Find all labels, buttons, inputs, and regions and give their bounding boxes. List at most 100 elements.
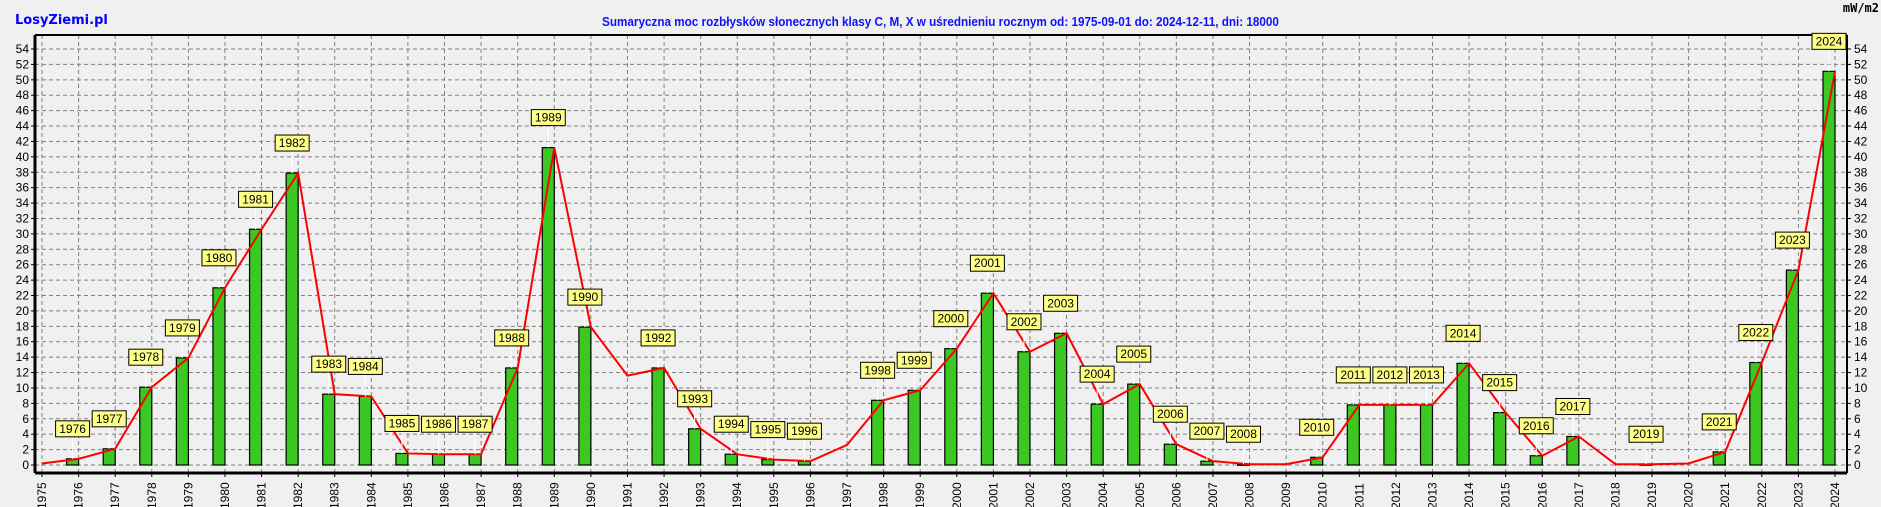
x-tick-label: 2008 <box>1243 482 1257 507</box>
x-tick-label: 1997 <box>840 482 854 507</box>
bar-label-box <box>1299 418 1335 436</box>
bar-label-box <box>1811 32 1847 50</box>
bar-label: 2017 <box>1560 399 1587 413</box>
y-tick-label-left: 42 <box>16 134 30 148</box>
x-tick-label: 1978 <box>145 482 159 507</box>
bar-label: 1994 <box>718 417 745 431</box>
bar-label: 1990 <box>572 290 599 304</box>
bar-label: 2013 <box>1413 368 1440 382</box>
bar-label: 2004 <box>1084 367 1111 381</box>
x-tick-label: 1990 <box>584 482 598 507</box>
bar-label-box <box>1043 294 1079 312</box>
bar-label: 1978 <box>132 350 159 364</box>
bar-label: 2007 <box>1194 424 1221 438</box>
x-tick-label: 1996 <box>803 482 817 507</box>
y-tick-label-right: 8 <box>1854 396 1861 410</box>
bar-label-box <box>128 348 164 366</box>
x-tick-label: 2019 <box>1645 482 1659 507</box>
bar-label-box <box>55 420 91 438</box>
y-tick-label-right: 22 <box>1854 289 1868 303</box>
bar <box>395 452 409 466</box>
bar-label-box <box>1482 374 1518 392</box>
bar <box>175 357 189 466</box>
bar <box>285 172 299 466</box>
bar-label: 2015 <box>1486 376 1513 390</box>
bar-label-box <box>1189 422 1225 440</box>
x-tick-label: 2016 <box>1535 482 1549 507</box>
bar-label-box <box>1445 324 1481 342</box>
y-tick-label-left: 40 <box>16 150 30 164</box>
y-tick-label-right: 12 <box>1854 366 1868 380</box>
y-tick-label-left: 28 <box>16 242 30 256</box>
y-tick-label-left: 12 <box>16 366 30 380</box>
bar <box>212 287 226 466</box>
x-tick-label: 1992 <box>657 482 671 507</box>
bar <box>1493 412 1507 466</box>
bar-label-box <box>860 361 896 379</box>
y-tick-label-right: 42 <box>1854 134 1868 148</box>
bar <box>1017 351 1031 466</box>
y-tick-label-right: 26 <box>1854 258 1868 272</box>
x-tick-label: 2005 <box>1133 482 1147 507</box>
x-tick-label: 1982 <box>291 482 305 507</box>
y-tick-label-right: 10 <box>1854 381 1868 395</box>
x-tick-label: 2003 <box>1060 482 1074 507</box>
bar-label-box <box>713 415 749 433</box>
y-tick-label-left: 6 <box>22 412 29 426</box>
y-tick-label-right: 6 <box>1854 412 1861 426</box>
x-tick-label: 1999 <box>913 482 927 507</box>
x-tick-label: 1994 <box>730 482 744 507</box>
bar <box>724 453 738 466</box>
x-tick-label: 2015 <box>1499 482 1513 507</box>
bar <box>1200 460 1214 466</box>
bar <box>907 389 921 466</box>
y-tick-label-right: 18 <box>1854 319 1868 333</box>
y-tick-label-left: 16 <box>16 335 30 349</box>
y-tick-label-left: 24 <box>16 273 30 287</box>
bar-label: 2002 <box>1011 315 1038 329</box>
bar <box>871 399 885 466</box>
bar <box>980 292 994 466</box>
bar-label: 1992 <box>645 331 672 345</box>
x-tick-label: 2021 <box>1718 482 1732 507</box>
x-tick-label: 1987 <box>474 482 488 507</box>
x-tick-label: 1985 <box>401 482 415 507</box>
bar-label: 1987 <box>462 417 489 431</box>
bar-label: 1981 <box>242 192 269 206</box>
bar-label: 2000 <box>937 312 964 326</box>
x-tick-label: 1993 <box>694 482 708 507</box>
bar-label: 2021 <box>1706 415 1733 429</box>
y-tick-label-right: 38 <box>1854 165 1868 179</box>
x-tick-label: 2009 <box>1279 482 1293 507</box>
x-tick-label: 1983 <box>328 482 342 507</box>
bar-label-box <box>421 415 457 433</box>
bar-label: 2008 <box>1230 427 1257 441</box>
y-tick-label-right: 32 <box>1854 211 1868 225</box>
y-tick-label-left: 32 <box>16 211 30 225</box>
bar-label: 1988 <box>498 331 525 345</box>
x-tick-label: 2012 <box>1389 482 1403 507</box>
bar-label: 1984 <box>352 359 379 373</box>
bar-label-box <box>530 109 566 127</box>
y-tick-label-right: 14 <box>1854 350 1868 364</box>
bar-label-box <box>347 357 383 375</box>
x-tick-label: 2022 <box>1755 482 1769 507</box>
bar-label: 1996 <box>791 424 818 438</box>
bar-label-box <box>896 351 932 369</box>
bar-label-box <box>311 355 347 373</box>
bar-label: 1977 <box>96 412 123 426</box>
bar-label-box <box>1701 413 1737 431</box>
x-tick-label: 2002 <box>1023 482 1037 507</box>
y-tick-label-right: 48 <box>1854 88 1868 102</box>
bar <box>1383 404 1397 466</box>
bar-label-box <box>1518 417 1554 435</box>
site-logo[interactable]: LosyZiemi.pl <box>15 13 108 28</box>
x-tick-label: 1989 <box>547 482 561 507</box>
y-tick-label-right: 4 <box>1854 427 1861 441</box>
bar-label: 2001 <box>974 256 1001 270</box>
bar-label-box <box>969 254 1005 272</box>
bar <box>1163 443 1177 466</box>
x-tick-label: 1991 <box>620 482 634 507</box>
chart-title: Sumaryczna moc rozbłysków słonecznych kl… <box>602 14 1279 29</box>
bar <box>1529 455 1543 466</box>
